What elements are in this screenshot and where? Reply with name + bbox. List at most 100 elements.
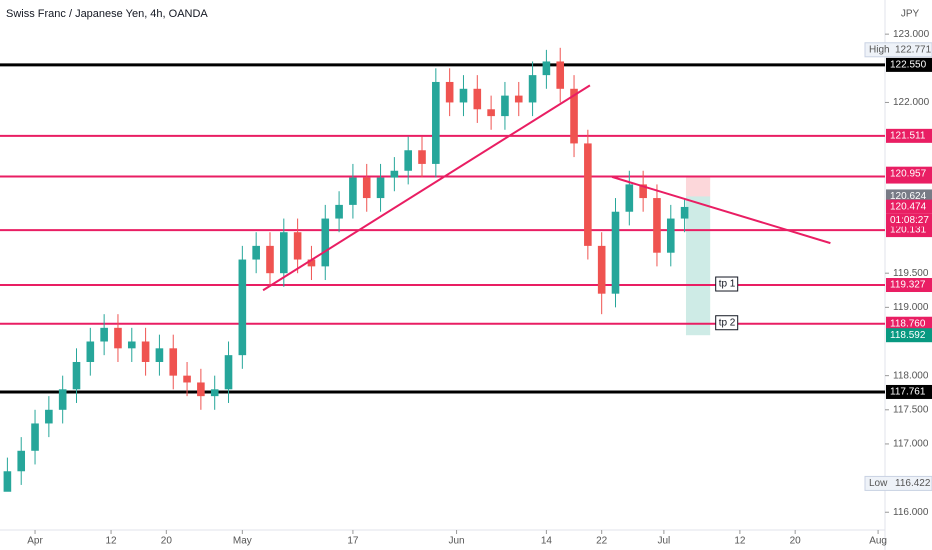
x-tick-label: 12 [734, 536, 746, 547]
candle-body [3, 471, 12, 492]
candle-body [210, 389, 219, 397]
level-tag-label: 120.131 [890, 225, 927, 236]
candle-body [197, 382, 205, 397]
candle-body [155, 348, 164, 362]
candle-body [280, 232, 288, 274]
level-tag [886, 57, 932, 72]
price-tag [886, 328, 932, 343]
candle-body [432, 81, 440, 164]
candle-body [307, 259, 316, 267]
x-tick-label: 17 [347, 536, 359, 547]
price-tag-label: 120.624 [890, 191, 927, 202]
candle-body [266, 245, 274, 274]
candle-body [100, 327, 108, 342]
candle-body [141, 341, 150, 362]
position-stop-zone [685, 177, 711, 197]
low-mark-label: Low [869, 478, 888, 489]
candle-body [349, 177, 357, 205]
candle-body [238, 259, 247, 356]
candle-body [556, 61, 565, 89]
y-tick-label: 123.000 [893, 29, 930, 40]
x-tick-label: 20 [161, 536, 173, 547]
level-tag-label: 119.327 [890, 280, 926, 291]
candle-body [473, 88, 482, 110]
annotation-box [715, 315, 739, 331]
candle-body [376, 177, 385, 199]
price-tag-label: 120.474 [890, 201, 927, 212]
candle-body [584, 143, 592, 246]
level-tag [886, 316, 932, 331]
candle-body [418, 150, 426, 164]
candle-body [597, 245, 606, 294]
candle-body [335, 204, 343, 219]
candle-body [31, 423, 39, 451]
high-mark-label: High [869, 44, 890, 55]
trendline [262, 84, 591, 292]
candle-body [224, 355, 233, 390]
candle-body [611, 211, 620, 294]
currency-label: JPY [901, 9, 920, 20]
y-tick-label: 118.000 [893, 370, 929, 381]
candle-body [86, 341, 95, 362]
level-tag [886, 278, 932, 293]
price-tag [886, 199, 932, 214]
candle-body [666, 218, 675, 253]
x-tick-label: 14 [541, 536, 553, 547]
candle-body [72, 361, 81, 390]
x-tick-label: 12 [105, 536, 117, 547]
y-tick-label: 117.500 [893, 404, 929, 415]
low-mark-box [864, 475, 932, 491]
countdown: 01:08:27 [890, 215, 929, 226]
candle-body [362, 177, 371, 199]
trendline [611, 175, 831, 245]
level-tag-label: 118.760 [890, 318, 926, 329]
candle-body [390, 170, 399, 178]
y-tick-label: 117.000 [893, 439, 929, 450]
annotation-label: tp 2 [719, 317, 736, 328]
position-target-zone [685, 196, 711, 336]
candle-body [528, 75, 537, 103]
x-tick-label: Apr [27, 536, 43, 547]
y-tick-label: 116.000 [893, 507, 929, 518]
y-tick-label: 119.500 [893, 268, 929, 279]
candle-body [127, 341, 136, 349]
level-tag-label: 122.550 [890, 60, 927, 71]
candle-body [653, 198, 661, 253]
chart-title: Swiss Franc / Japanese Yen, 4h, OANDA [6, 8, 208, 20]
annotation-label: tp 1 [719, 279, 736, 290]
candle-body [570, 88, 578, 144]
candle-body [625, 184, 634, 212]
y-tick-label: 119.000 [893, 302, 929, 313]
x-tick-label: 20 [790, 536, 802, 547]
x-tick-label: May [233, 536, 252, 547]
price-tag-label: 118.592 [890, 330, 926, 341]
candle-body [514, 95, 523, 103]
candle-body [17, 450, 26, 472]
candle-body [45, 409, 53, 424]
x-tick-label: Jul [657, 536, 670, 547]
level-tag [886, 128, 932, 143]
countdown-bg [886, 213, 932, 227]
candle-body [501, 95, 509, 117]
x-tick-label: Jun [448, 536, 464, 547]
candle-body [252, 245, 260, 260]
low-mark-value: 116.422 [895, 478, 931, 489]
high-mark-box [864, 42, 932, 58]
price-tag [886, 166, 932, 181]
candle-body [680, 206, 689, 219]
x-tick-label: Aug [869, 536, 887, 547]
level-tag-label: 121.511 [890, 130, 926, 141]
y-tick-label: 122.000 [893, 97, 930, 108]
price-tag-label: 120.957 [890, 168, 927, 179]
candle-body [445, 81, 454, 103]
candle-body [169, 348, 178, 376]
candle-body [321, 218, 330, 267]
candle-body [487, 109, 495, 117]
x-tick-label: 22 [596, 536, 608, 547]
candle-body [639, 184, 647, 199]
level-tag-label: 117.761 [890, 387, 926, 398]
candle-body [183, 375, 191, 383]
level-tag [886, 384, 932, 399]
